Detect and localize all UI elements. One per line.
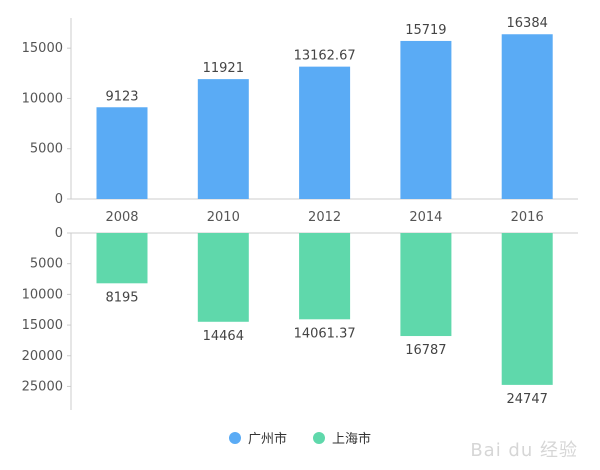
data-label-shanghai: 8195 (105, 290, 138, 305)
x-category-label: 2014 (409, 210, 442, 225)
x-category-label: 2012 (308, 210, 341, 225)
x-category-label: 2016 (511, 210, 544, 225)
data-label-guangzhou: 11921 (203, 61, 244, 76)
legend-item-shanghai[interactable]: 上海市 (313, 428, 371, 447)
top-y-tick-label: 0 (55, 192, 63, 207)
bar-guangzhou (501, 34, 553, 199)
top-y-tick-label: 10000 (22, 91, 63, 106)
legend: 广州市 上海市 (0, 428, 600, 447)
legend-dot-shanghai (313, 431, 325, 444)
bottom-y-tick-label: 20000 (22, 349, 63, 364)
bar-shanghai (501, 233, 553, 385)
bar-shanghai (299, 233, 351, 320)
bottom-y-tick-label: 15000 (22, 318, 63, 333)
legend-label-shanghai: 上海市 (332, 432, 372, 447)
legend-dot-guangzhou (228, 431, 241, 444)
x-category-label: 2008 (105, 210, 138, 225)
bar-guangzhou (197, 79, 249, 199)
data-label-shanghai: 14061.37 (294, 326, 356, 341)
top-y-tick-label: 15000 (22, 41, 63, 56)
data-label-shanghai: 16787 (405, 343, 446, 358)
bar-guangzhou (96, 107, 148, 199)
data-label-guangzhou: 9123 (105, 89, 138, 104)
top-y-tick-label: 5000 (30, 142, 63, 157)
bottom-y-tick-label: 10000 (22, 287, 63, 302)
data-label-shanghai: 24747 (507, 392, 548, 407)
data-label-guangzhou: 15719 (405, 23, 446, 38)
bottom-y-tick-label: 5000 (30, 257, 63, 272)
bar-guangzhou (299, 66, 351, 199)
mirrored-bar-chart: 0 5000 10000 15000 0 5000 10000 15000 20000 25000… (22, 16, 578, 410)
bar-shanghai (96, 233, 148, 284)
x-category-label: 2010 (207, 210, 240, 225)
data-label-guangzhou: 16384 (507, 16, 548, 31)
legend-item-guangzhou[interactable]: 广州市 (228, 428, 287, 447)
bottom-y-tick-label: 25000 (22, 379, 63, 394)
bar-shanghai (197, 233, 249, 322)
data-label-guangzhou: 13162.67 (294, 49, 356, 64)
bottom-y-tick-label: 0 (55, 226, 63, 241)
legend-label-guangzhou: 广州市 (247, 432, 287, 447)
data-label-shanghai: 14464 (203, 329, 244, 344)
watermark-logo: Bai du 经验 (470, 440, 578, 461)
bar-shanghai (400, 233, 452, 337)
bar-guangzhou (400, 40, 452, 199)
